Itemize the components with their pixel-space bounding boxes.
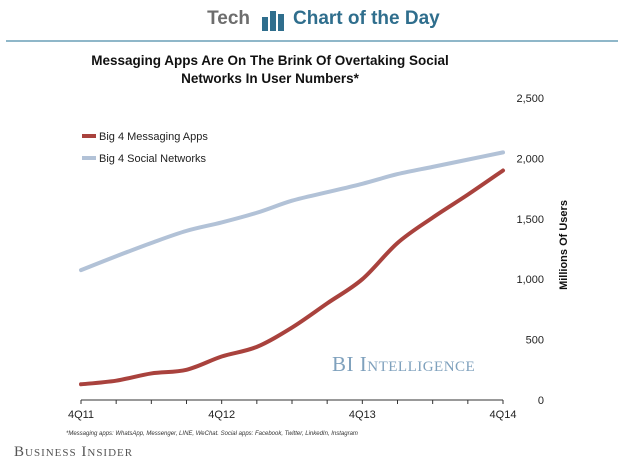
- y-tick-label: 0: [538, 395, 544, 407]
- bi-intelligence-watermark: BI Intelligence: [332, 352, 476, 376]
- chart-axes: 4Q11 4Q12 4Q13 4Q14 0 500 1,000 1,500 2,000 2,500…: [68, 93, 570, 421]
- series-line-messaging: [79, 168, 505, 387]
- footnote: *Messaging apps: WhatsApp, Messenger, LI…: [66, 431, 358, 437]
- series-layer: [79, 150, 505, 387]
- header: Tech Chart of the Day: [0, 0, 624, 42]
- y-axis-label: Millions Of Users: [558, 200, 570, 290]
- x-tick-label: 4Q14: [490, 409, 517, 421]
- business-insider-logo: Business Insider: [14, 444, 134, 460]
- y-tick-label: 2,500: [516, 93, 544, 105]
- header-divider: [6, 40, 618, 42]
- header-tech-label: Tech: [207, 8, 250, 29]
- chart-of-the-day-logo-icon: [262, 11, 286, 31]
- legend: Big 4 Messaging Apps Big 4 Social Network…: [82, 131, 208, 165]
- y-tick-label: 500: [526, 335, 544, 347]
- x-tick-label: 4Q13: [349, 409, 376, 421]
- chart-title: Messaging Apps Are On The Brink Of Overt…: [91, 53, 449, 86]
- header-chart-of-the-day-label: Chart of the Day: [293, 8, 440, 29]
- y-tick-label: 1,000: [516, 274, 544, 286]
- x-tick-label: 4Q11: [68, 409, 94, 421]
- y-tick-label: 1,500: [516, 214, 544, 226]
- y-tick-label: 2,000: [516, 153, 544, 165]
- x-tick-label: 4Q12: [208, 409, 235, 421]
- series-line-social: [79, 150, 505, 273]
- legend-label: Big 4 Social Networks: [99, 153, 206, 165]
- legend-label: Big 4 Messaging Apps: [99, 131, 208, 143]
